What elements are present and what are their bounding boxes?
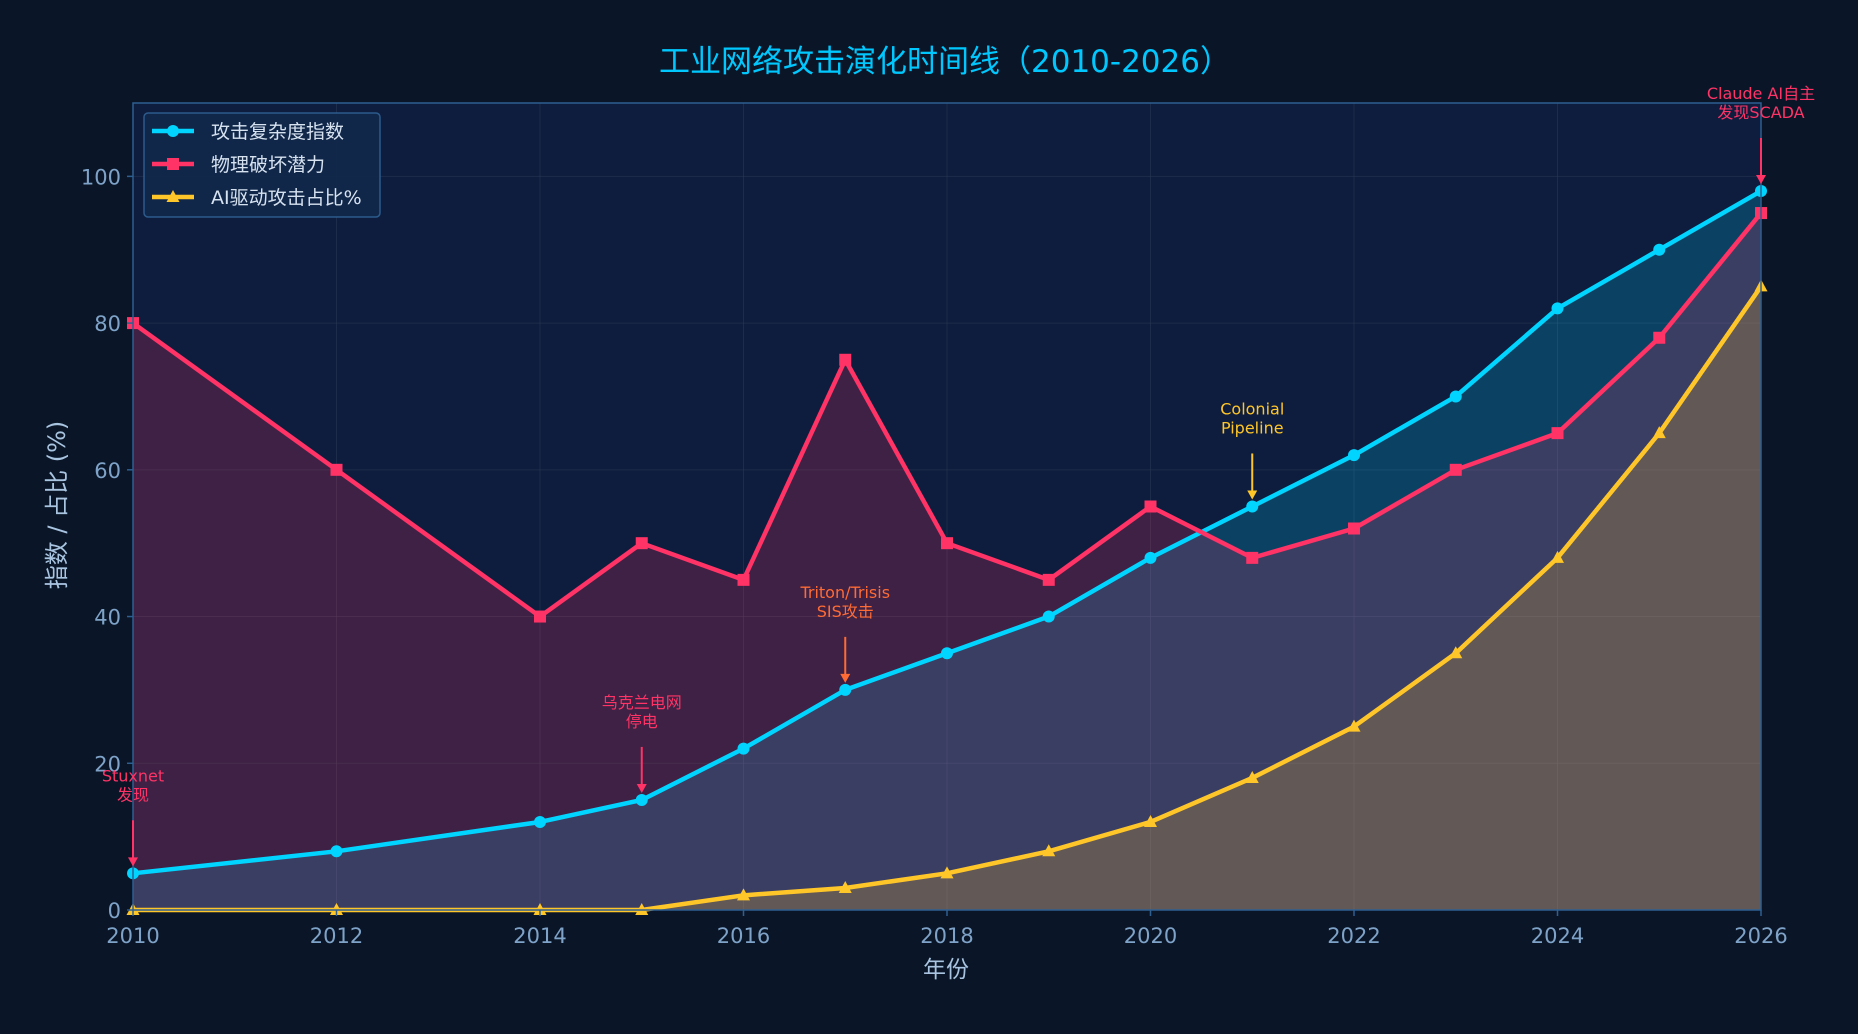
series-2-point (838, 880, 852, 893)
series-1-point (534, 610, 546, 623)
x-tick-label: 2020 (1124, 924, 1177, 948)
series-0-point (1653, 243, 1666, 256)
annotation-arrow-head (1756, 175, 1766, 185)
series-2-point (940, 866, 954, 879)
series-2-area (133, 286, 1761, 911)
series-0-point (534, 815, 546, 828)
series-1-point (839, 353, 852, 366)
series-1-point (1348, 522, 1360, 535)
annotation-label: SIS攻击 (817, 602, 874, 621)
series-2-point (1551, 550, 1564, 563)
series-0-point (1246, 500, 1259, 513)
series-1-point (1551, 427, 1564, 440)
series-2-point (1449, 646, 1463, 659)
y-tick-label: 20 (94, 752, 121, 776)
annotation-label: 发现 (117, 785, 149, 804)
grid-lines (132, 103, 1762, 911)
series-2-point (635, 903, 649, 915)
y-tick-label: 100 (81, 165, 121, 189)
legend-swatch-marker (167, 158, 179, 170)
series-1-point (635, 537, 648, 550)
series-1-point (1653, 331, 1666, 344)
x-tick-label: 2026 (1734, 924, 1787, 948)
series-0-point (839, 683, 852, 696)
legend-label: 攻击复杂度指数 (211, 121, 344, 143)
series-2-point (1347, 719, 1361, 732)
x-tick-label: 2018 (920, 924, 973, 948)
annotation-label: 发现SCADA (1717, 103, 1804, 122)
series-1-point (330, 463, 343, 476)
legend-label: AI驱动攻击占比% (211, 187, 362, 209)
series-0-point (1042, 610, 1055, 623)
series-0-point (1551, 302, 1564, 315)
series-0-point (1449, 390, 1462, 403)
y-axis-label: 指数 / 占比 (%) (43, 421, 71, 590)
series-1-area (133, 213, 1761, 910)
y-tick-label: 80 (94, 312, 121, 336)
legend-item-0: 攻击复杂度指数 (152, 121, 344, 143)
annotation-label: Triton/Trisis (799, 583, 890, 602)
series-0-point (635, 793, 648, 806)
annotation-label: 停电 (626, 712, 658, 731)
x-tick-label: 2014 (513, 924, 566, 948)
y-tick-label: 0 (108, 899, 121, 923)
annotation-label: Colonial (1220, 399, 1284, 418)
x-axis-label: 年份 (923, 957, 969, 983)
annotation-arrow-head (1247, 490, 1258, 500)
annotation-label: Stuxnet (102, 766, 164, 785)
axis-ticks: 2010 2012 2014 2016 2018 2020 2022 2024 2026 0 20 4… (81, 165, 1788, 948)
legend-item-2: AI驱动攻击占比% (152, 187, 362, 209)
annotation-label: Pipeline (1221, 418, 1284, 437)
series-1-point (1246, 551, 1259, 564)
y-tick-label: 60 (94, 459, 121, 483)
series-markers (126, 185, 1768, 915)
series-0-point (941, 647, 953, 660)
series-2-point (737, 888, 750, 901)
legend-swatch-marker (167, 125, 179, 137)
x-tick-label: 2024 (1531, 924, 1584, 948)
series-2-point (1144, 814, 1157, 827)
series-2-point (1652, 426, 1666, 439)
series-0-point (1144, 551, 1157, 564)
series-1-point (1144, 500, 1157, 513)
legend-item-1: 物理破坏潜力 (152, 154, 325, 176)
x-tick-label: 2010 (106, 924, 159, 948)
series-1-point (941, 537, 953, 550)
annotation-arrow-head (840, 673, 851, 683)
series-2-point (1042, 844, 1056, 857)
series-2-point (330, 903, 343, 915)
series-2-point (533, 903, 547, 915)
series-0-point (1348, 449, 1360, 462)
legend-swatch-marker (166, 190, 180, 202)
series-1-point (737, 573, 750, 586)
x-tick-label: 2012 (310, 924, 363, 948)
annotation-arrow-head (128, 857, 138, 867)
x-tick-label: 2016 (717, 924, 770, 948)
annotation-label: Claude AI自主 (1707, 84, 1815, 103)
chart-title: 工业网络攻击演化时间线（2010-2026） (659, 44, 1231, 80)
annotation-arrow-head (636, 783, 647, 793)
series-1-point (1449, 463, 1462, 476)
series-1-point (1042, 573, 1055, 586)
legend-box (143, 112, 381, 218)
x-tick-label: 2022 (1327, 924, 1380, 948)
series-0-point (330, 845, 343, 858)
series-0-point (737, 742, 750, 755)
annotation-label: 乌克兰电网 (602, 693, 682, 712)
legend-label: 物理破坏潜力 (211, 154, 325, 176)
series-2-point (1245, 770, 1259, 783)
y-tick-label: 40 (94, 606, 121, 630)
